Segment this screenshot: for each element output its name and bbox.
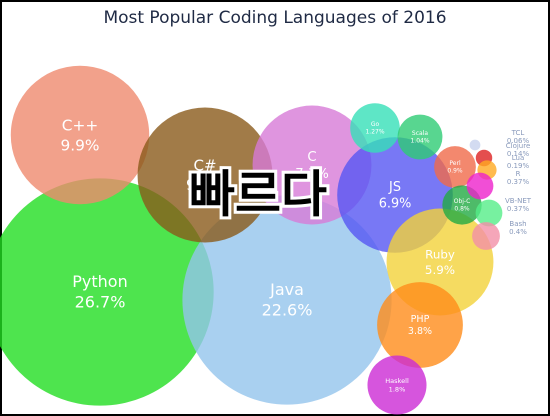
bubble-name: Lua bbox=[512, 154, 525, 162]
bubble bbox=[0, 178, 214, 406]
overlay-caption: 빠르다 bbox=[189, 166, 327, 224]
bubbles: Python 26.7% Java 22.6% C++ 9.9% C#9.4% C 7.3% JS… bbox=[0, 65, 532, 415]
bubble-value-label: 6.9% bbox=[379, 196, 412, 211]
bubble-value-label: 1.8% bbox=[389, 386, 406, 394]
bubble-name: PHP bbox=[411, 314, 430, 325]
bubble bbox=[434, 146, 476, 188]
bubble-value-label: 3.8% bbox=[408, 326, 432, 337]
bubble-name: Ruby bbox=[425, 247, 455, 261]
bubble bbox=[10, 65, 150, 205]
chart-title: Most Popular Coding Languages of 2016 bbox=[103, 8, 446, 28]
bubble-value-label: 0.9% bbox=[447, 168, 463, 175]
bubble bbox=[377, 282, 463, 368]
bubble-name: Python bbox=[72, 272, 127, 291]
bubble-name: Haskell bbox=[385, 377, 409, 385]
bubble bbox=[469, 139, 481, 151]
bubble-value-label: 0.19% bbox=[507, 162, 530, 170]
bubble-name: TCL bbox=[511, 129, 525, 137]
bubble-value-label: 5.9% bbox=[425, 263, 455, 277]
bubble-name: Clojure bbox=[506, 142, 531, 150]
bubble-name: Perl bbox=[449, 160, 461, 167]
bubble-name: R bbox=[516, 170, 521, 178]
bubble-name: Go bbox=[371, 121, 380, 128]
bubble-name: Bash bbox=[509, 220, 526, 228]
bubble bbox=[350, 103, 400, 153]
bubble-value-label: 1.27% bbox=[365, 129, 384, 136]
bubble-value-label: 0.14% bbox=[507, 150, 530, 158]
bubble-value-label: 0.4% bbox=[509, 228, 527, 236]
bubble-value-label: 0.37% bbox=[507, 205, 530, 213]
bubble-value-label: 0.8% bbox=[454, 206, 470, 213]
bubble-name: Java bbox=[269, 280, 304, 299]
bubble bbox=[367, 355, 427, 415]
bubble-value-label: 1.04% bbox=[410, 138, 429, 145]
bubble-name: C++ bbox=[62, 116, 99, 134]
bubble bbox=[397, 114, 443, 160]
bubble-name: VB-NET bbox=[505, 197, 532, 205]
bubble-value-label: 22.6% bbox=[262, 301, 313, 320]
bubble-name: C# bbox=[194, 157, 217, 175]
bubble-name: C bbox=[307, 150, 316, 165]
bubble-value-label: 9.4% bbox=[186, 176, 224, 194]
bubble-value-label: 7.3% bbox=[295, 167, 329, 182]
bubble bbox=[475, 199, 503, 227]
bubble-name: Scala bbox=[412, 130, 428, 137]
bubble-value-label: 9.9% bbox=[60, 136, 99, 154]
bubble-value-label: 0.06% bbox=[507, 137, 530, 145]
bubble bbox=[182, 195, 392, 405]
bubble-name: JS bbox=[388, 180, 401, 195]
bubble-value-label: 0.37% bbox=[507, 178, 530, 186]
bubble bbox=[137, 107, 273, 243]
bubble-name: Obj-C bbox=[454, 198, 471, 205]
bubble-value-label: 26.7% bbox=[75, 293, 126, 312]
bubble bbox=[472, 222, 500, 250]
bubble bbox=[466, 172, 494, 200]
